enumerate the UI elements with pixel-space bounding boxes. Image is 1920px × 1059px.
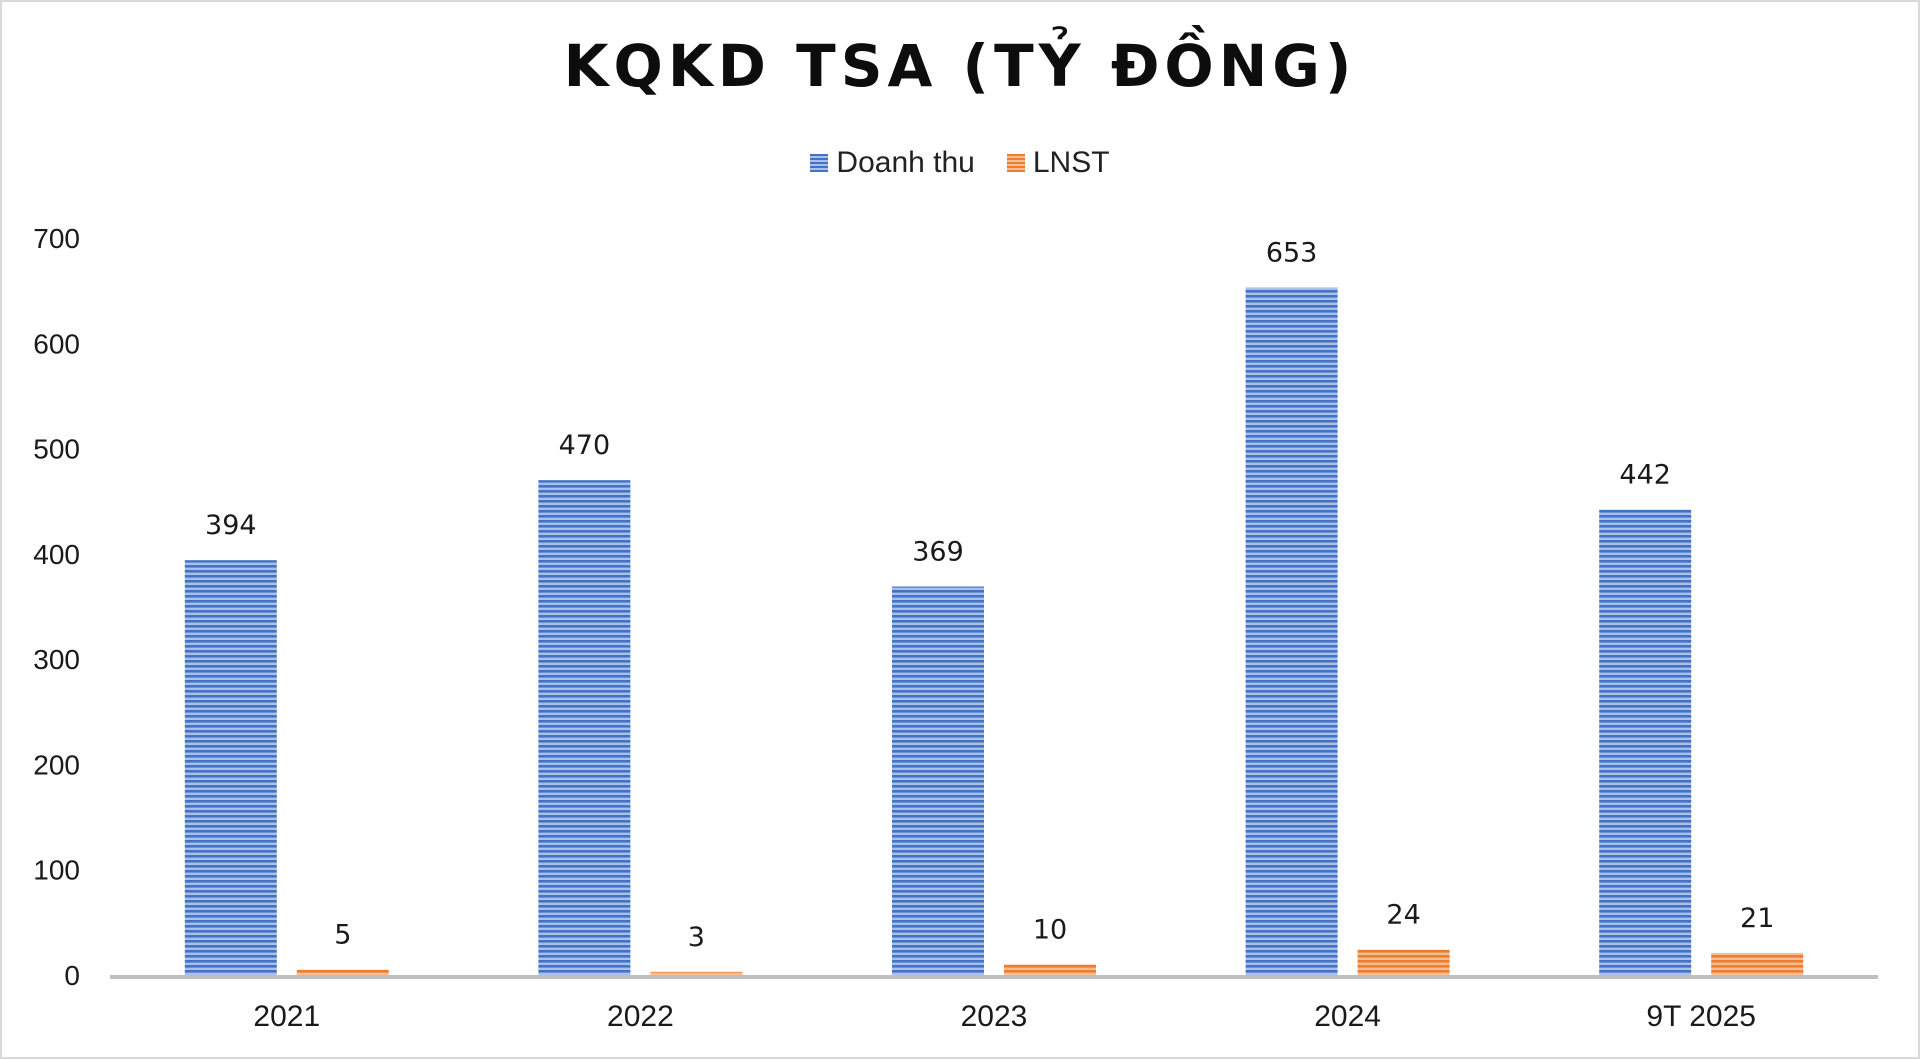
category-label-2022: 2022 <box>607 1000 674 1033</box>
bar-doanh-thu-2024 <box>1245 287 1338 976</box>
y-tick-label-300: 300 <box>33 644 80 675</box>
bar-lnst-2024 <box>1357 949 1450 975</box>
data-label-doanh-thu-2023: 369 <box>912 536 964 567</box>
category-label-9t-2025: 9T 2025 <box>1646 1000 1756 1033</box>
y-axis-tick-labels: 0 100 200 300 400 500 600 700 <box>33 223 80 991</box>
category-label-2024: 2024 <box>1314 1000 1381 1033</box>
y-tick-label-500: 500 <box>33 434 80 465</box>
category-labels: 2021 2022 2023 2024 9T 2025 <box>253 1000 1756 1033</box>
legend-item-lnst: LNST <box>1006 146 1110 180</box>
legend-label-doanh-thu: Doanh thu <box>836 146 975 179</box>
y-tick-label-100: 100 <box>33 855 80 886</box>
data-label-lnst-9t-2025: 21 <box>1740 903 1774 934</box>
legend: Doanh thu LNST <box>0 146 1920 180</box>
bar-doanh-thu-2023 <box>892 586 984 975</box>
category-label-2021: 2021 <box>253 1000 320 1033</box>
y-tick-label-0: 0 <box>64 960 80 991</box>
bar-doanh-thu-9t-2025 <box>1599 509 1692 975</box>
data-labels: 394 5 470 3 369 10 653 24 442 21 <box>205 237 1774 952</box>
data-label-doanh-thu-2021: 394 <box>205 510 257 541</box>
y-tick-label-400: 400 <box>33 539 80 570</box>
y-tick-label-700: 700 <box>33 223 80 254</box>
bars <box>184 287 1804 976</box>
data-label-doanh-thu-2022: 470 <box>559 430 611 461</box>
chart-title: KQKD TSA (TỶ ĐỒNG) <box>563 32 1357 100</box>
data-label-lnst-2021: 5 <box>334 920 351 951</box>
y-tick-label-200: 200 <box>33 749 80 780</box>
legend-item-doanh-thu: Doanh thu <box>810 146 975 180</box>
category-label-2023: 2023 <box>961 1000 1028 1033</box>
bar-lnst-2022 <box>650 971 743 975</box>
bar-lnst-9t-2025 <box>1711 952 1804 975</box>
data-label-lnst-2022: 3 <box>688 922 705 953</box>
bar-lnst-2023 <box>1004 964 1096 975</box>
bar-doanh-thu-2021 <box>184 560 277 975</box>
data-label-lnst-2023: 10 <box>1033 914 1067 945</box>
data-label-lnst-2024: 24 <box>1386 900 1420 931</box>
data-label-doanh-thu-2024: 653 <box>1266 237 1318 268</box>
legend-swatch-doanh-thu <box>810 154 829 172</box>
data-label-doanh-thu-9t-2025: 442 <box>1619 460 1671 491</box>
y-tick-label-600: 600 <box>33 328 80 359</box>
legend-label-lnst: LNST <box>1032 146 1110 179</box>
legend-swatch-lnst <box>1006 154 1025 172</box>
bar-lnst-2021 <box>296 969 389 975</box>
bar-doanh-thu-2022 <box>538 480 631 975</box>
